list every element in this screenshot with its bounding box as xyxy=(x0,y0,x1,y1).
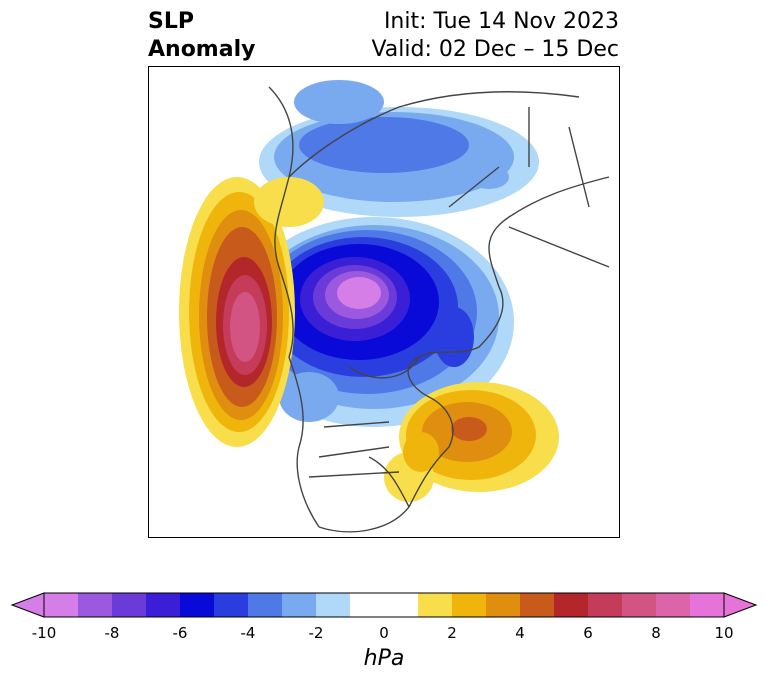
map-title: SLP Anomaly xyxy=(148,8,255,64)
title-line-2: Anomaly xyxy=(148,37,256,62)
colorbar-segment xyxy=(588,593,622,617)
colorbar-tick-label: -2 xyxy=(308,624,324,642)
colorbar-segment xyxy=(486,593,520,617)
colorbar-tick-label: 4 xyxy=(515,624,525,642)
map-panel xyxy=(148,66,620,538)
colorbar-segment xyxy=(350,593,418,617)
arctic-low-contours xyxy=(234,217,514,427)
colorbar-segments xyxy=(10,592,758,618)
colorbar-segment xyxy=(656,593,690,617)
colorbar-tick-label: 2 xyxy=(447,624,457,642)
colorbar-segment xyxy=(418,593,452,617)
colorbar-frame xyxy=(43,592,725,618)
title-line-1: SLP xyxy=(148,9,194,34)
north-pacific-high-contours xyxy=(179,177,324,447)
colorbar-segment xyxy=(44,593,78,617)
colorbar-tick-label: 0 xyxy=(379,624,389,642)
colorbar-segment xyxy=(180,593,214,617)
colorbar-segment xyxy=(146,593,180,617)
colorbar-segment xyxy=(554,593,588,617)
colorbar-segment xyxy=(520,593,554,617)
colorbar-segment xyxy=(282,593,316,617)
coastlines xyxy=(268,86,610,533)
valid-range: Valid: 02 Dec – 15 Dec xyxy=(371,37,619,62)
colorbar-segment xyxy=(622,593,656,617)
map-dates: Init: Tue 14 Nov 2023 Valid: 02 Dec – 15… xyxy=(371,8,619,64)
colorbar xyxy=(10,592,758,618)
anomaly-map xyxy=(179,80,610,533)
init-date: Init: Tue 14 Nov 2023 xyxy=(383,9,619,34)
colorbar-label: hPa xyxy=(363,646,405,671)
colorbar-tick-label: 8 xyxy=(651,624,661,642)
colorbar-segment xyxy=(214,593,248,617)
colorbar-tick-label: -4 xyxy=(240,624,256,642)
colorbar-tick-label: 6 xyxy=(583,624,593,642)
colorbar-segment xyxy=(78,593,112,617)
colorbar-tick-label: -8 xyxy=(104,624,120,642)
colorbar-tick-label: -10 xyxy=(31,624,57,642)
colorbar-segment xyxy=(690,593,724,617)
colorbar-over-arrow xyxy=(723,592,758,618)
siberia-low-contours xyxy=(259,80,539,217)
colorbar-segment xyxy=(452,593,486,617)
colorbar-segment xyxy=(112,593,146,617)
colorbar-segment xyxy=(248,593,282,617)
colorbar-under-arrow xyxy=(10,592,45,618)
colorbar-segment xyxy=(316,593,350,617)
colorbar-tick-label: 10 xyxy=(714,624,734,642)
colorbar-tick-label: -6 xyxy=(172,624,188,642)
